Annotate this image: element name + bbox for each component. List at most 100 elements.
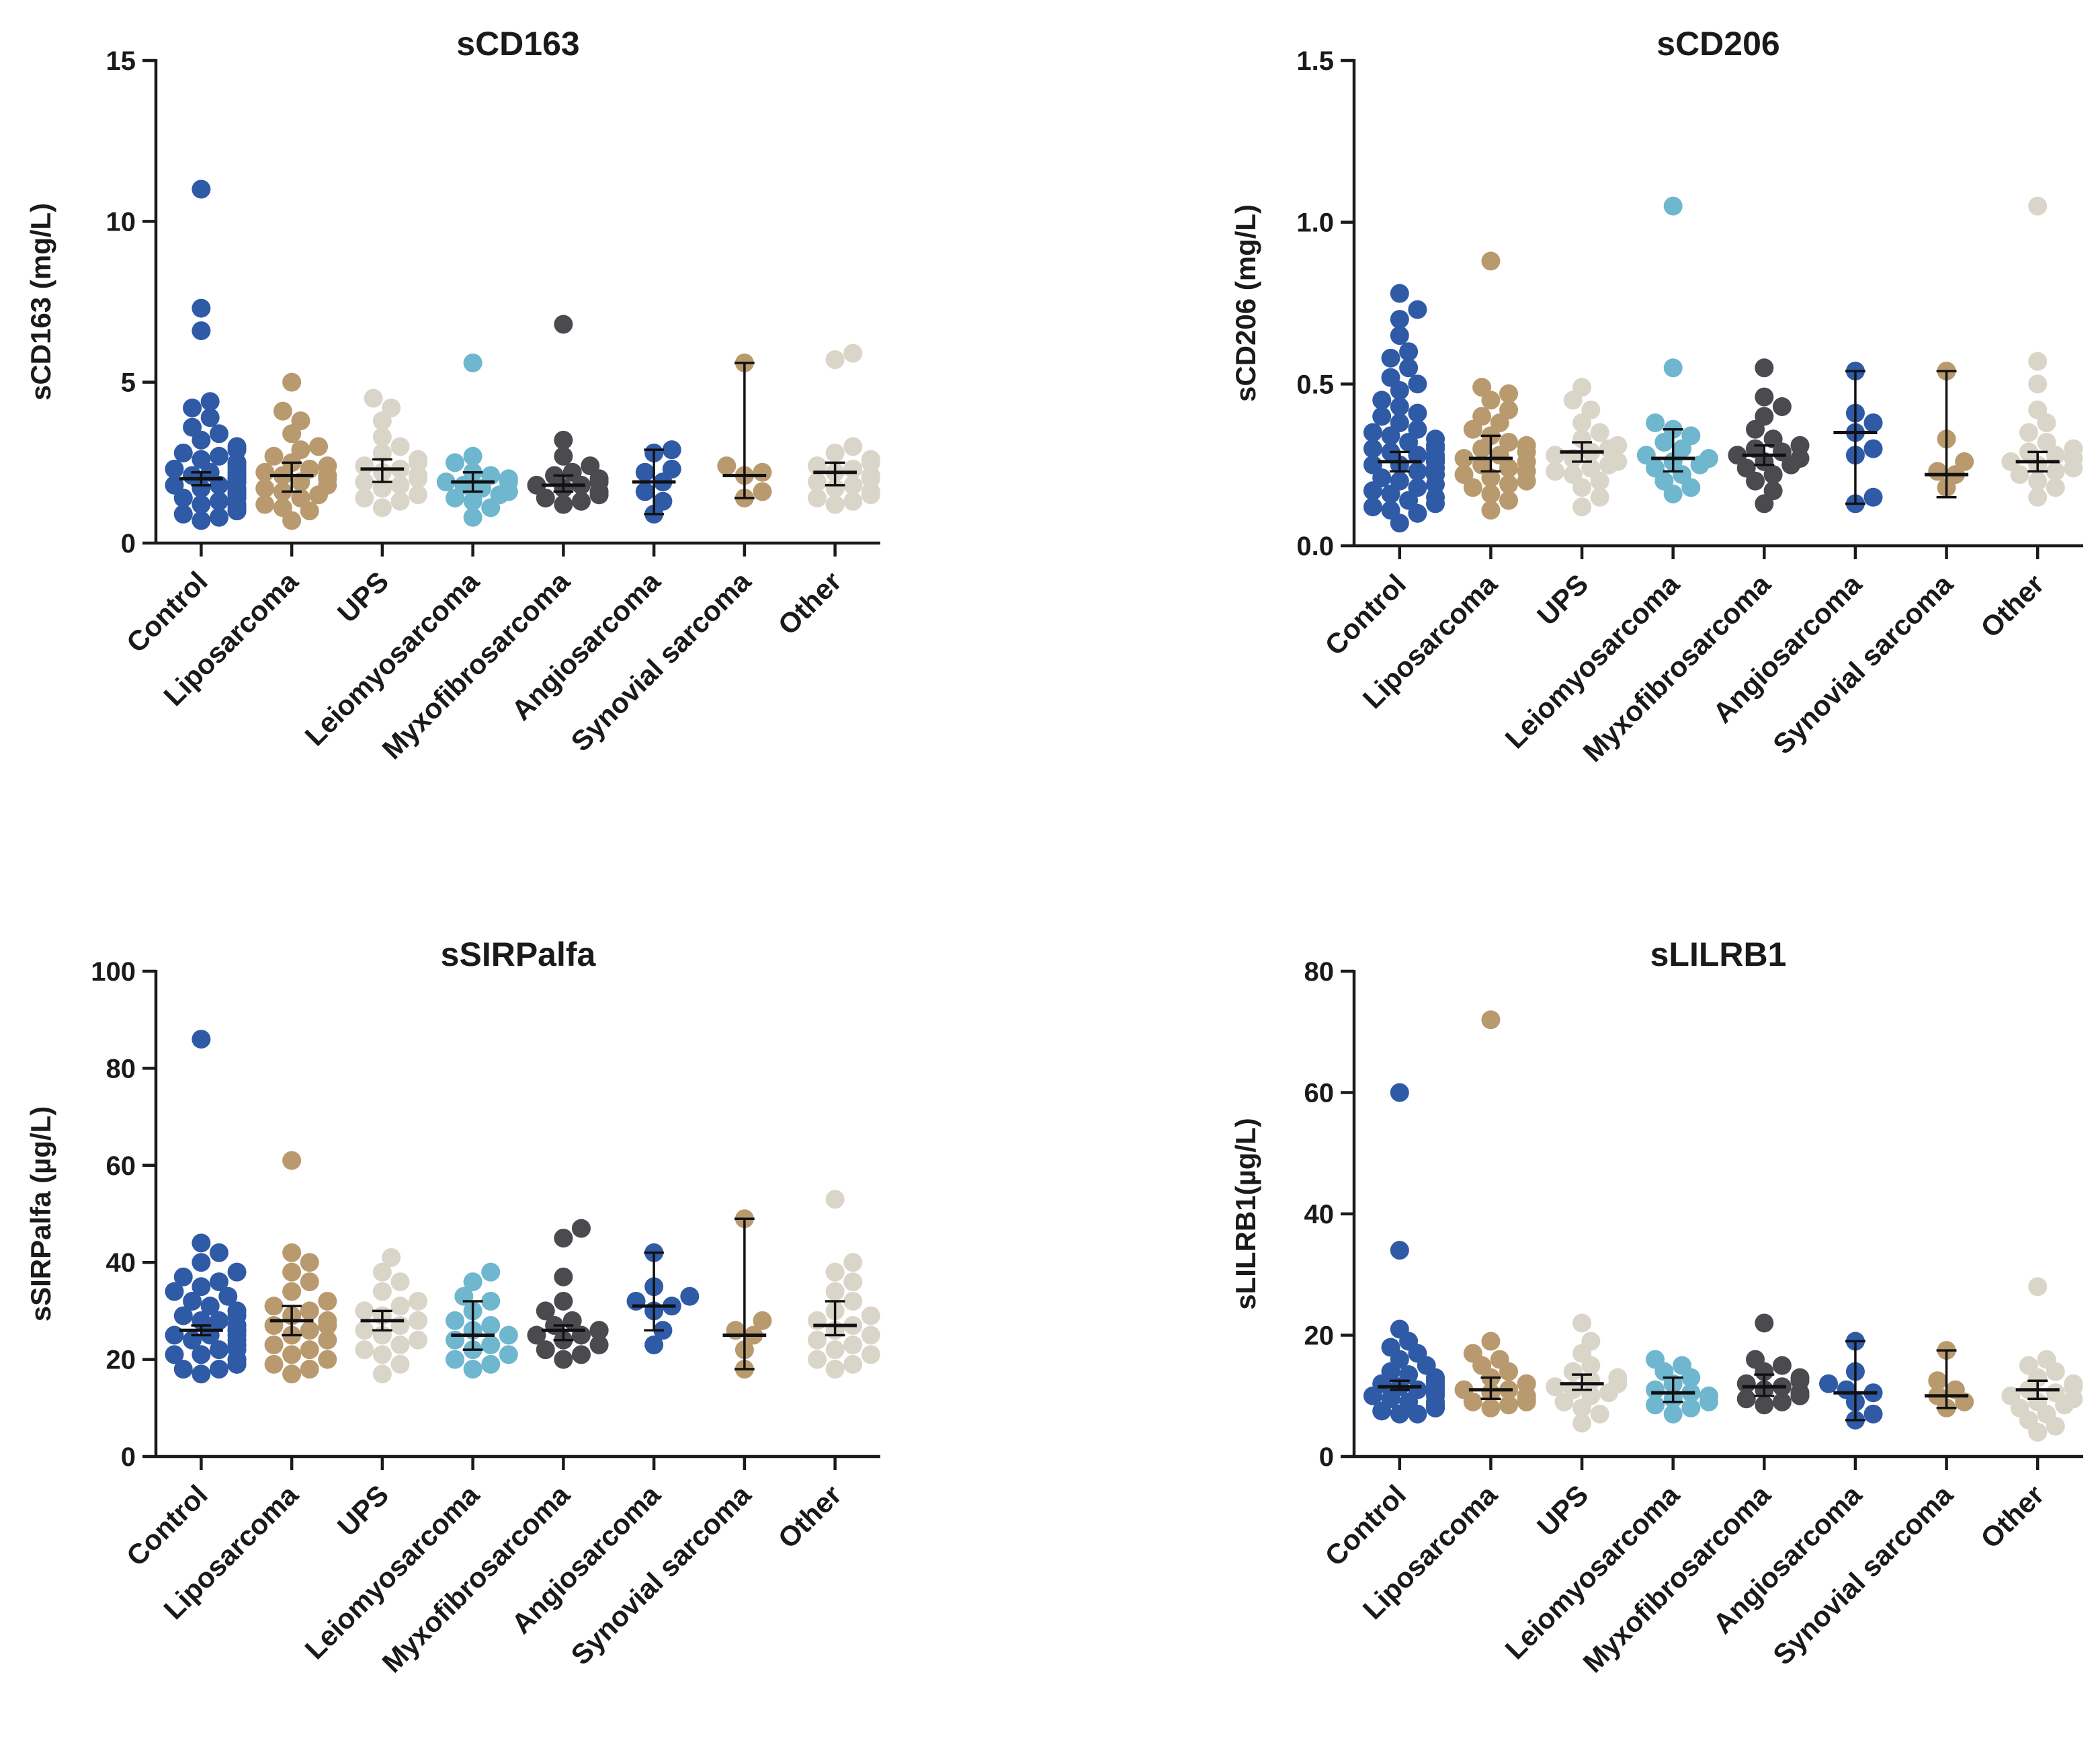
data-point	[626, 1291, 646, 1311]
data-point	[264, 446, 284, 466]
data-point	[1381, 501, 1400, 520]
y-tick-label: 20	[106, 1346, 136, 1375]
data-point	[843, 459, 863, 479]
y-tick-label: 0	[121, 529, 136, 559]
data-point	[536, 1301, 555, 1321]
data-point	[463, 1272, 482, 1292]
data-point	[653, 491, 673, 511]
data-point	[1481, 484, 1501, 503]
data-point	[554, 495, 573, 514]
data-point	[1681, 426, 1701, 446]
data-point	[264, 1354, 284, 1374]
data-point	[1390, 413, 1409, 433]
y-tick-label: 20	[1304, 1321, 1335, 1351]
data-point	[183, 1330, 202, 1350]
y-axis-label: sCD206 (mg/L)	[1230, 204, 1261, 402]
data-point	[463, 507, 482, 527]
data-point	[282, 1262, 302, 1282]
data-point	[843, 475, 863, 495]
data-point	[581, 456, 600, 476]
data-point	[1481, 1398, 1501, 1418]
data-point	[291, 488, 310, 507]
data-point	[843, 491, 863, 511]
data-point	[1399, 358, 1419, 378]
data-point	[1408, 478, 1427, 497]
data-point	[527, 1325, 546, 1345]
data-point	[499, 469, 518, 489]
data-point	[1463, 1344, 1482, 1363]
data-point	[1408, 462, 1427, 481]
data-point	[717, 456, 737, 476]
data-point	[843, 437, 863, 456]
data-point	[209, 1360, 228, 1379]
data-point	[635, 462, 655, 482]
data-point	[1546, 462, 1565, 481]
data-point	[1563, 465, 1583, 485]
data-point	[825, 1360, 845, 1379]
panel-title: sCD206	[1656, 25, 1779, 63]
data-point	[409, 1330, 428, 1350]
data-point	[165, 475, 184, 495]
data-point	[825, 443, 845, 462]
data-point	[536, 1340, 555, 1360]
data-point	[282, 1151, 302, 1170]
data-point	[2001, 452, 2021, 471]
data-point	[843, 1253, 863, 1272]
data-point	[861, 450, 880, 469]
data-point	[1499, 384, 1519, 403]
data-point	[1581, 1386, 1601, 1405]
data-point	[227, 1301, 247, 1321]
data-point	[355, 1321, 374, 1340]
data-point	[2028, 196, 2048, 216]
data-point	[1819, 1374, 1839, 1393]
data-point	[255, 479, 275, 498]
x-tick-label: Leiomyosarcoma	[298, 565, 485, 752]
data-point	[282, 1364, 302, 1384]
data-point	[554, 1267, 573, 1286]
y-axis-label: sLILRB1(µg/L)	[1230, 1118, 1261, 1310]
y-tick-label: 15	[106, 46, 136, 76]
data-point	[192, 511, 211, 530]
y-tick-label: 0	[1319, 1442, 1334, 1472]
data-point	[372, 443, 392, 462]
data-point	[1572, 1313, 1592, 1333]
x-tick-label: Control	[1318, 568, 1412, 661]
data-point	[1646, 1395, 1665, 1415]
y-tick-label: 0	[121, 1442, 136, 1472]
data-point	[1563, 449, 1583, 468]
data-point	[372, 427, 392, 447]
data-point	[1636, 446, 1656, 465]
data-point	[843, 1354, 863, 1374]
data-point	[165, 459, 184, 479]
data-point	[1426, 487, 1445, 507]
data-point	[1381, 348, 1400, 368]
x-tick-label: Control	[1318, 1479, 1412, 1572]
data-point	[571, 1219, 591, 1238]
data-point	[1790, 1368, 1810, 1387]
data-point	[2028, 352, 2048, 371]
data-point	[562, 462, 582, 482]
data-point	[2064, 439, 2083, 458]
data-point	[1572, 497, 1592, 517]
data-point	[825, 1340, 845, 1360]
y-tick-label: 60	[106, 1151, 136, 1181]
data-point	[436, 473, 456, 492]
data-point	[273, 498, 292, 518]
data-point	[264, 1297, 284, 1316]
data-point	[843, 343, 863, 363]
data-point	[372, 1262, 392, 1282]
y-tick-label: 60	[1304, 1079, 1335, 1108]
data-point	[554, 1229, 573, 1248]
data-point	[1608, 1368, 1628, 1387]
data-point	[192, 1233, 211, 1253]
data-point	[1472, 378, 1492, 397]
data-point	[2028, 400, 2048, 419]
x-tick-label: UPS	[1531, 1479, 1594, 1542]
data-point	[200, 392, 220, 411]
data-point	[1955, 452, 1974, 471]
data-point	[382, 398, 401, 417]
data-point	[390, 1316, 410, 1336]
data-point	[1608, 436, 1628, 455]
data-point	[192, 1364, 211, 1384]
